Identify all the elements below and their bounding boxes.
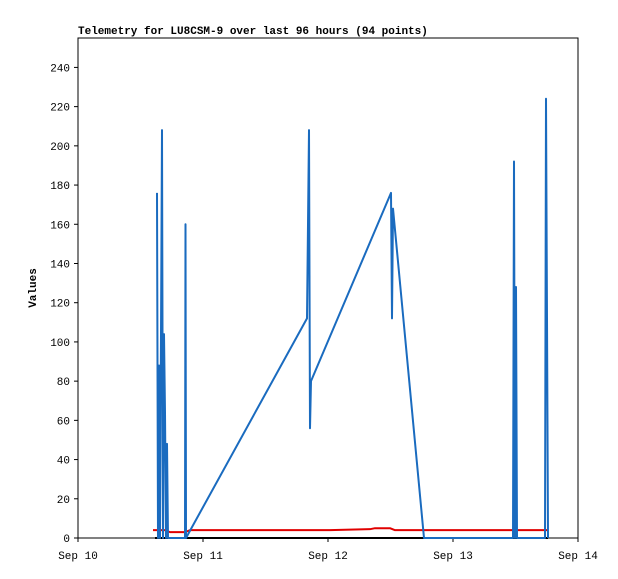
y-tick-label: 200 [50, 142, 70, 154]
y-tick-label: 60 [57, 416, 70, 428]
x-tick-label: Sep 13 [433, 551, 473, 563]
y-tick-label: 140 [50, 259, 70, 271]
y-tick-label: 0 [63, 534, 70, 546]
y-tick-label: 20 [57, 495, 70, 507]
data-line [156, 97, 549, 539]
x-tick-label: Sep 12 [308, 551, 348, 563]
y-tick-label: 80 [57, 377, 70, 389]
y-axis-label: Values [28, 268, 40, 308]
y-tick-label: 240 [50, 63, 70, 75]
y-tick-label: 220 [50, 103, 70, 115]
plot-frame [77, 37, 579, 539]
x-tick-label: Sep 14 [558, 551, 598, 563]
chart-title: Telemetry for LU8CSM-9 over last 96 hour… [78, 26, 428, 38]
y-tick-label: 120 [50, 299, 70, 311]
x-tick-label: Sep 10 [58, 551, 98, 563]
y-tick-label: 40 [57, 456, 70, 468]
y-tick-label: 180 [50, 181, 70, 193]
y-tick-label: 100 [50, 338, 70, 350]
x-tick-label: Sep 11 [183, 551, 223, 563]
y-tick-label: 160 [50, 220, 70, 232]
data-line [153, 527, 548, 534]
